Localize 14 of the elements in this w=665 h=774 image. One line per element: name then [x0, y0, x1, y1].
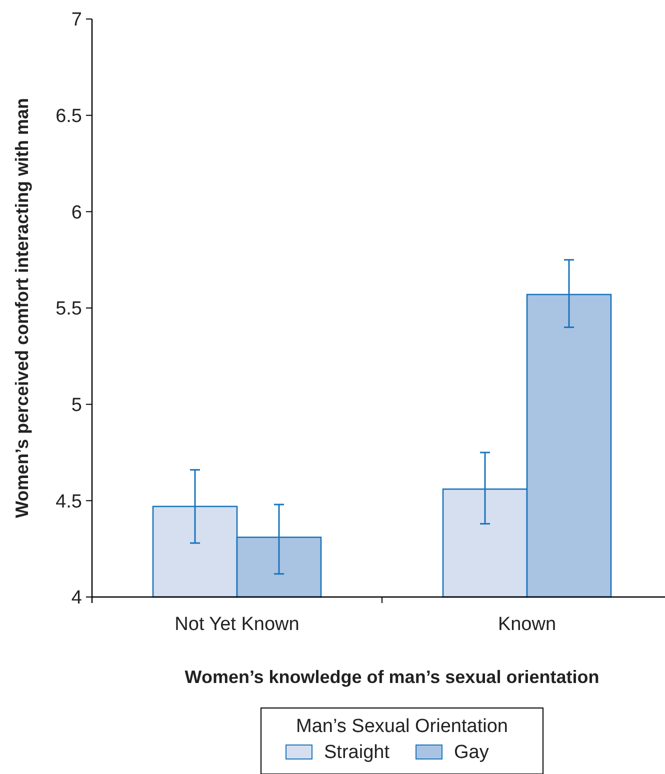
x-tick-label: Not Yet Known [174, 614, 300, 635]
y-tick-label: 6.5 [56, 106, 82, 127]
legend-label: Gay [454, 742, 490, 763]
legend-label: Straight [324, 742, 390, 763]
legend-title: Man’s Sexual Orientation [296, 716, 508, 737]
y-tick-label: 5 [71, 394, 82, 416]
y-tick-label: 6 [71, 202, 82, 224]
x-axis-title: Women’s knowledge of man’s sexual orientation [184, 667, 600, 687]
y-tick-label: 7 [71, 10, 82, 31]
y-tick-label: 4.5 [56, 491, 82, 512]
y-tick-label: 5.5 [56, 298, 82, 320]
y-tick-label: 4 [71, 588, 82, 609]
x-tick-label: Known [498, 614, 556, 635]
y-axis-title: Women’s perceived comfort interacting with man [12, 98, 32, 518]
